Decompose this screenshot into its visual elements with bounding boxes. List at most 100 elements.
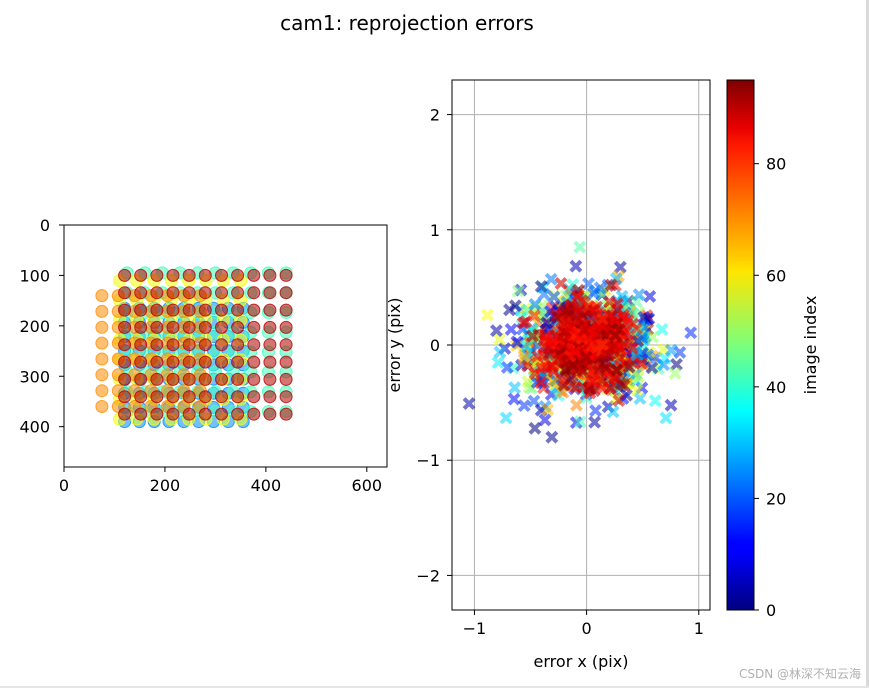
y-tick-label: 1: [430, 221, 440, 240]
image-point: [198, 407, 212, 421]
image-point: [231, 268, 245, 282]
error-point: [564, 372, 578, 386]
error-point: [630, 383, 644, 397]
image-point: [247, 303, 261, 317]
y-tick-label: 100: [19, 266, 50, 285]
image-point: [150, 390, 164, 404]
image-point: [198, 390, 212, 404]
colorbar-tick-label: 0: [766, 601, 776, 620]
error-point: [657, 358, 671, 372]
colorbar-tick-label: 40: [766, 378, 786, 397]
image-point: [215, 338, 228, 352]
error-point: [610, 363, 624, 377]
error-point: [668, 367, 682, 380]
image-point: [95, 320, 109, 334]
image-point: [247, 407, 261, 421]
error-point: [670, 357, 683, 371]
error-point: [633, 392, 647, 405]
image-point: [182, 303, 196, 317]
y-tick-label: 0: [430, 336, 440, 355]
image-point: [198, 286, 212, 300]
image-point: [134, 286, 148, 300]
image-point: [118, 338, 132, 352]
image-point: [247, 320, 261, 334]
colorbar: 0 20 40 60 80 image index: [726, 79, 820, 620]
image-point: [215, 286, 228, 300]
error-point: [595, 338, 609, 351]
image-point: [166, 286, 180, 300]
image-point: [95, 352, 109, 366]
error-point: [570, 398, 583, 412]
image-point: [279, 407, 293, 421]
y-tick-label: 300: [19, 367, 50, 386]
image-point: [166, 407, 180, 421]
error-point: [625, 342, 639, 356]
x-tick-label: 0: [59, 476, 69, 495]
error-point: [520, 340, 533, 354]
colorbar-ticks: 0 20 40 60 80: [754, 155, 786, 620]
image-point: [263, 372, 277, 386]
image-point: [134, 372, 148, 386]
error-point: [655, 322, 669, 336]
image-point: [263, 390, 277, 404]
image-point: [182, 355, 196, 369]
image-point: [247, 286, 261, 300]
error-point: [612, 340, 625, 354]
error-point: [537, 340, 551, 354]
image-point: [166, 338, 180, 352]
error-point: [517, 399, 531, 413]
error-point: [507, 392, 521, 406]
image-point: [231, 303, 245, 317]
image-point: [247, 390, 261, 404]
image-point: [231, 372, 245, 386]
image-point: [95, 368, 109, 382]
error-point: [604, 278, 618, 292]
image-point: [118, 372, 132, 386]
image-point: [198, 268, 212, 282]
error-point: [499, 411, 513, 425]
image-point: [215, 355, 228, 369]
image-point: [150, 355, 164, 369]
image-point: [263, 407, 277, 421]
image-point: [118, 320, 132, 334]
image-point: [279, 390, 293, 404]
image-point: [150, 338, 164, 352]
error-point: [545, 430, 559, 444]
image-point: [166, 303, 180, 317]
error-point: [540, 316, 554, 330]
error-point: [573, 415, 587, 429]
image-point: [198, 355, 212, 369]
error-point: [645, 361, 659, 375]
error-point: [547, 364, 560, 378]
error-point: [462, 397, 476, 410]
error-point: [540, 334, 554, 348]
image-point: [150, 407, 164, 421]
error-point: [566, 359, 580, 372]
error-point: [500, 361, 514, 374]
image-point: [150, 303, 164, 317]
error-point: [526, 329, 540, 343]
error-point: [551, 352, 565, 366]
image-point: [182, 320, 196, 334]
image-points-frame: [63, 224, 388, 468]
image-point: [263, 286, 277, 300]
colorbar-tick-label: 80: [766, 155, 786, 174]
image-point: [247, 268, 261, 282]
image-point: [118, 303, 132, 317]
error-point: [637, 310, 651, 324]
image-point: [247, 372, 261, 386]
image-point: [95, 289, 109, 303]
error-point: [528, 421, 542, 435]
error-point: [632, 288, 646, 302]
image-point: [215, 303, 228, 317]
image-point: [198, 372, 212, 386]
image-point: [263, 268, 277, 282]
error-point: [664, 343, 678, 357]
error-point: [527, 309, 541, 322]
image-point: [231, 407, 245, 421]
error-point: [579, 350, 593, 364]
error-point: [626, 317, 640, 331]
error-point: [558, 327, 572, 340]
image-point: [247, 338, 261, 352]
error-point: [588, 415, 602, 429]
